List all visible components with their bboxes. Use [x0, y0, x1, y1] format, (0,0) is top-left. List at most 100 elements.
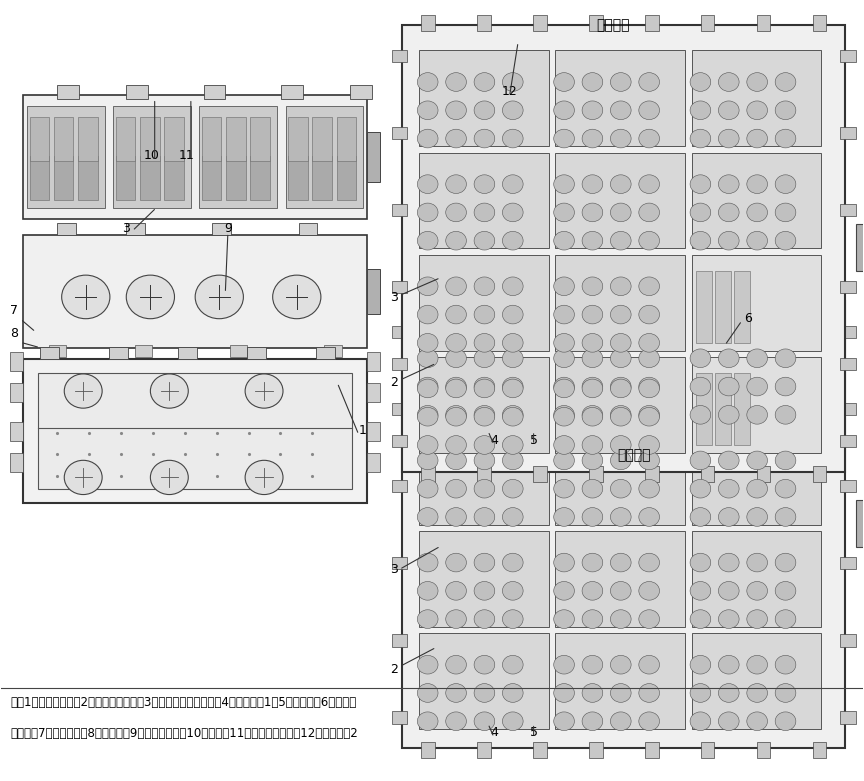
Circle shape — [611, 683, 631, 702]
Circle shape — [554, 349, 575, 368]
Circle shape — [554, 436, 575, 455]
Bar — [230, 345, 247, 357]
Circle shape — [638, 508, 659, 526]
Circle shape — [446, 305, 467, 324]
Bar — [109, 347, 128, 359]
Circle shape — [719, 405, 739, 424]
Circle shape — [611, 377, 631, 396]
Circle shape — [690, 101, 711, 119]
Bar — [337, 156, 356, 200]
Bar — [734, 271, 749, 343]
Circle shape — [503, 349, 523, 368]
Circle shape — [503, 377, 523, 396]
Circle shape — [474, 553, 495, 572]
Bar — [840, 403, 855, 415]
Bar — [645, 742, 658, 758]
Text: 3: 3 — [390, 563, 397, 576]
Circle shape — [719, 712, 739, 730]
Bar — [391, 557, 407, 569]
Circle shape — [638, 277, 659, 296]
Circle shape — [474, 333, 495, 352]
Bar — [840, 358, 855, 370]
Circle shape — [64, 374, 102, 408]
Circle shape — [474, 379, 495, 398]
Circle shape — [474, 405, 495, 424]
Circle shape — [417, 436, 438, 455]
Circle shape — [503, 712, 523, 730]
Circle shape — [446, 379, 467, 398]
Circle shape — [719, 451, 739, 469]
Circle shape — [690, 129, 711, 148]
Circle shape — [775, 610, 796, 629]
Circle shape — [638, 73, 659, 91]
Circle shape — [746, 582, 767, 600]
Circle shape — [746, 405, 767, 424]
Circle shape — [554, 610, 575, 629]
Circle shape — [582, 712, 603, 730]
Circle shape — [611, 405, 631, 424]
Circle shape — [582, 175, 603, 194]
Bar — [247, 347, 266, 359]
Circle shape — [446, 73, 467, 91]
Circle shape — [417, 349, 438, 368]
Circle shape — [474, 129, 495, 148]
Circle shape — [746, 73, 767, 91]
Circle shape — [446, 408, 467, 426]
Text: 2: 2 — [390, 662, 397, 676]
Circle shape — [582, 655, 603, 674]
Bar — [757, 16, 771, 31]
Circle shape — [446, 553, 467, 572]
Bar — [421, 466, 435, 482]
Circle shape — [775, 377, 796, 396]
Text: 3: 3 — [390, 291, 397, 304]
Bar — [556, 255, 685, 351]
Bar — [840, 204, 855, 216]
Circle shape — [554, 101, 575, 119]
Circle shape — [690, 683, 711, 702]
Circle shape — [582, 305, 603, 324]
Bar — [391, 711, 407, 723]
Circle shape — [554, 129, 575, 148]
Text: 10: 10 — [144, 149, 160, 162]
Circle shape — [746, 175, 767, 194]
Bar — [391, 281, 407, 293]
Bar — [10, 383, 23, 402]
Circle shape — [503, 175, 523, 194]
Bar — [337, 117, 356, 161]
Circle shape — [446, 333, 467, 352]
Bar — [367, 383, 380, 402]
Circle shape — [638, 101, 659, 119]
Circle shape — [474, 203, 495, 222]
Circle shape — [417, 582, 438, 600]
Circle shape — [417, 712, 438, 730]
Bar — [757, 291, 771, 307]
Bar — [556, 326, 685, 423]
Bar — [28, 106, 105, 208]
Bar — [367, 422, 380, 441]
Bar — [757, 742, 771, 758]
Bar — [23, 359, 367, 503]
Circle shape — [474, 277, 495, 296]
Bar — [324, 345, 341, 357]
Bar — [477, 16, 491, 31]
Circle shape — [775, 73, 796, 91]
Circle shape — [417, 451, 438, 469]
Circle shape — [582, 610, 603, 629]
Circle shape — [690, 377, 711, 396]
Text: 12: 12 — [502, 85, 518, 98]
Bar — [402, 301, 845, 748]
Bar — [840, 50, 855, 62]
Circle shape — [746, 377, 767, 396]
Bar — [40, 347, 59, 359]
Circle shape — [554, 231, 575, 250]
Circle shape — [582, 582, 603, 600]
Circle shape — [582, 683, 603, 702]
Circle shape — [503, 129, 523, 148]
Circle shape — [690, 349, 711, 368]
Bar — [533, 466, 547, 482]
Circle shape — [64, 460, 102, 494]
Circle shape — [503, 436, 523, 455]
Circle shape — [638, 436, 659, 455]
Circle shape — [611, 129, 631, 148]
Circle shape — [638, 408, 659, 426]
